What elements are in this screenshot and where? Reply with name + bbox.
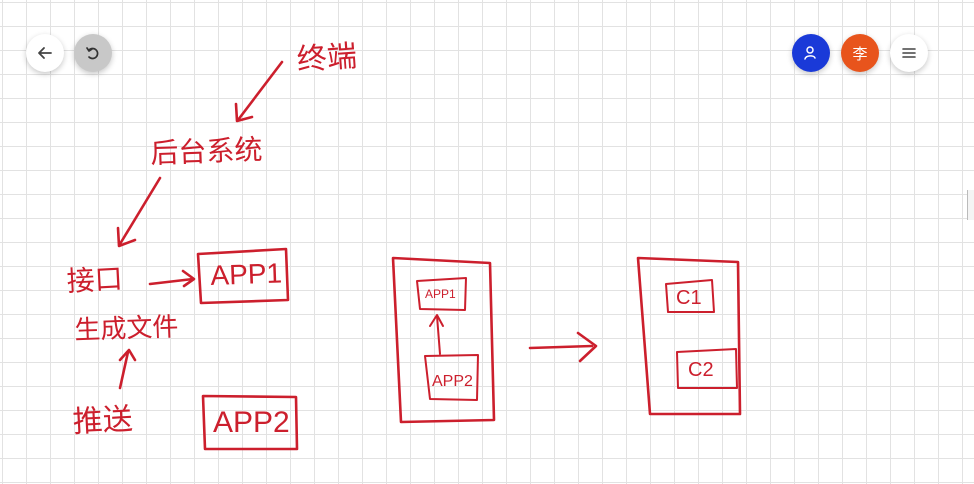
container-left	[391, 256, 496, 424]
menu-button[interactable]	[890, 34, 928, 72]
arrow-push-to-generate	[118, 348, 137, 390]
app2-box	[201, 394, 299, 451]
avatar-button[interactable]: 李	[841, 34, 879, 72]
undo-icon	[84, 44, 102, 62]
user-button[interactable]	[792, 34, 830, 72]
arrow-backend-to-interface	[116, 176, 162, 248]
note-generate-label: 生成文件	[73, 312, 179, 346]
note-top-label: 终端	[295, 38, 359, 78]
arrow-top-to-backend	[234, 60, 284, 123]
note-interface-label: 接口	[65, 262, 124, 298]
inner-app1-label: APP1	[425, 287, 456, 301]
c1-label: C1	[676, 287, 702, 309]
c2-label: C2	[688, 359, 714, 381]
inner-app2-label: APP2	[432, 373, 473, 390]
note-push-label: 推送	[71, 401, 134, 440]
arrow-left-icon	[36, 44, 54, 62]
user-icon	[803, 45, 819, 61]
arrow-between-containers	[528, 331, 598, 363]
app1-box	[196, 247, 290, 305]
app1-label: APP1	[209, 257, 283, 291]
note-backend-label: 后台系统	[149, 133, 263, 170]
menu-icon	[901, 46, 917, 60]
side-panel-handle[interactable]	[967, 190, 974, 220]
undo-button[interactable]	[74, 34, 112, 72]
arrow-interface-to-app1	[148, 269, 196, 288]
app2-label: APP2	[213, 406, 290, 439]
container-right	[636, 256, 742, 416]
avatar-text: 李	[852, 44, 868, 63]
back-button[interactable]	[26, 34, 64, 72]
